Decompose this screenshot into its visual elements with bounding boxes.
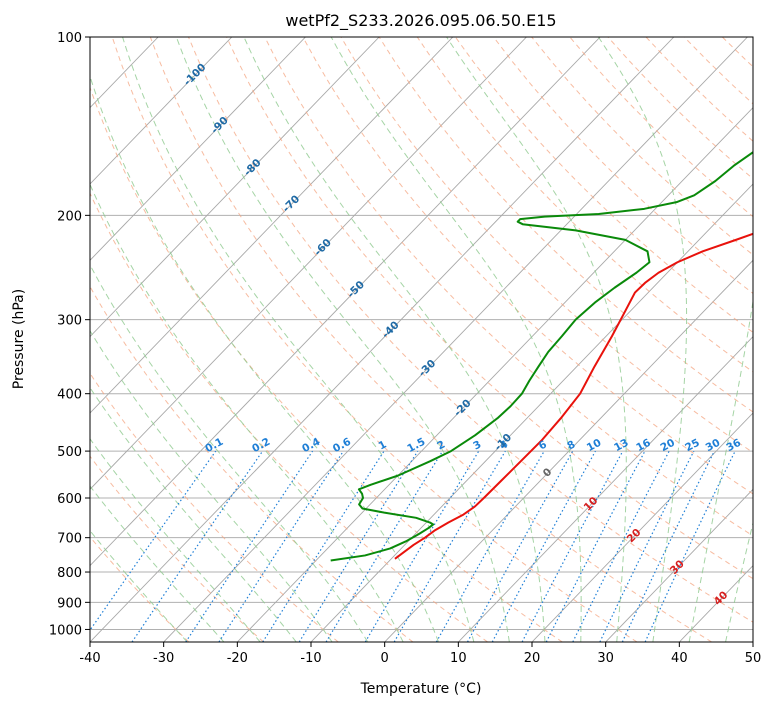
y-tick-label: 900 <box>57 596 82 611</box>
moist-adiabat-line <box>725 521 753 642</box>
dry-adiabat-line <box>378 37 753 413</box>
profile-lines <box>330 151 753 562</box>
x-axis-label: Temperature (°C) <box>360 681 482 697</box>
x-tick-label: -20 <box>227 651 248 666</box>
dry-adiabat-line <box>454 37 753 334</box>
moist-adiabat-line <box>597 37 688 642</box>
mixing-ratio-line <box>262 450 385 642</box>
moist-adiabat-line <box>90 386 297 642</box>
dry-adiabat-line <box>493 37 753 295</box>
isotherm-line <box>163 37 748 642</box>
dewpoint-profile-line <box>330 151 753 562</box>
isotherm-line <box>90 37 601 567</box>
background-lines <box>0 37 775 642</box>
y-tick-label: 500 <box>57 445 82 460</box>
x-tick-label: 30 <box>597 651 614 666</box>
mixing-ratio-line <box>491 450 596 642</box>
mixing-ratio-line <box>599 450 695 642</box>
plot-background <box>90 37 753 642</box>
isotherm-line <box>90 37 675 642</box>
moist-adiabat-line <box>688 298 753 642</box>
isotherm-line <box>531 412 753 642</box>
y-tick-label: 600 <box>57 492 82 507</box>
mixing-ratio-line <box>572 450 670 642</box>
y-tick-label: 1000 <box>49 623 82 638</box>
moist-adiabat-line <box>90 263 369 642</box>
temperature-profile-line <box>394 232 753 560</box>
dry-adiabat-line <box>111 37 638 642</box>
isotherm-line <box>90 37 380 338</box>
plot-frame <box>89 36 754 643</box>
isotherm-line <box>752 641 753 642</box>
y-tick-label: 100 <box>57 31 82 46</box>
x-tick-label: 0 <box>381 651 389 666</box>
moist-adiabat-line <box>90 329 333 642</box>
y-axis-label: Pressure (hPa) <box>11 289 27 389</box>
dry-adiabat-line <box>149 37 713 642</box>
y-tick-label: 200 <box>57 209 82 224</box>
dry-adiabat-line <box>90 86 563 642</box>
x-tick-label: 10 <box>450 651 467 666</box>
y-tick-label: 300 <box>57 314 82 329</box>
isotherm-line <box>0 37 11 642</box>
isotherm-line <box>458 335 753 642</box>
y-tick-label: 400 <box>57 388 82 403</box>
dry-adiabat-line <box>90 192 488 642</box>
x-tick-label: -40 <box>79 651 100 666</box>
isotherm-line <box>90 37 527 490</box>
moist-adiabat-line <box>90 437 261 642</box>
x-tick-label: -30 <box>153 651 174 666</box>
x-axis-ticks: -40 -30 -20 -10 0 10 20 30 40 50 <box>79 642 761 666</box>
x-tick-label: 50 <box>745 651 762 666</box>
dry-adiabat-line <box>90 372 339 642</box>
isotherm-line <box>384 259 753 642</box>
moist-adiabat-line <box>446 37 627 642</box>
isotherm-line <box>90 37 306 261</box>
moist-adiabat-line <box>330 37 582 642</box>
dry-adiabat-line <box>760 37 775 642</box>
isotherm-line <box>237 106 753 642</box>
y-tick-label: 800 <box>57 566 82 581</box>
x-tick-label: -10 <box>300 651 321 666</box>
dry-adiabat-line <box>302 37 753 495</box>
mixing-ratio-line <box>218 450 344 642</box>
dry-adiabat-line <box>90 285 414 642</box>
mixing-ratio-line <box>298 450 419 642</box>
moist-adiabat-line <box>122 37 475 642</box>
chart-title: wetPf2_S233.2026.095.06.50.E15 <box>285 11 556 31</box>
isotherm-line <box>90 37 233 185</box>
moist-adiabat-line <box>243 37 546 642</box>
moist-adiabat-line <box>90 74 439 642</box>
isotherm-line <box>90 37 454 414</box>
mixing-ratio-line <box>90 450 217 632</box>
x-tick-label: 20 <box>524 651 541 666</box>
moist-adiabat-line <box>762 37 775 642</box>
x-tick-label: 40 <box>671 651 688 666</box>
moist-adiabat-line <box>175 37 510 642</box>
mixing-ratio-line <box>325 450 444 642</box>
mixing-ratio-line <box>466 450 574 642</box>
dry-adiabat-line <box>188 37 753 623</box>
dry-adiabat-line <box>226 37 753 580</box>
mixing-ratio-line <box>131 450 264 642</box>
dry-adiabat-line <box>264 37 753 537</box>
y-tick-label: 700 <box>57 532 82 547</box>
mixing-ratio-line <box>185 450 314 642</box>
isotherm-line <box>605 488 753 642</box>
dry-adiabat-line <box>340 37 753 454</box>
mixing-ratio-line <box>435 450 545 642</box>
y-axis-ticks: 100 200 300 400 500 600 700 800 900 1000 <box>49 31 90 638</box>
moist-adiabat-line <box>90 485 225 642</box>
